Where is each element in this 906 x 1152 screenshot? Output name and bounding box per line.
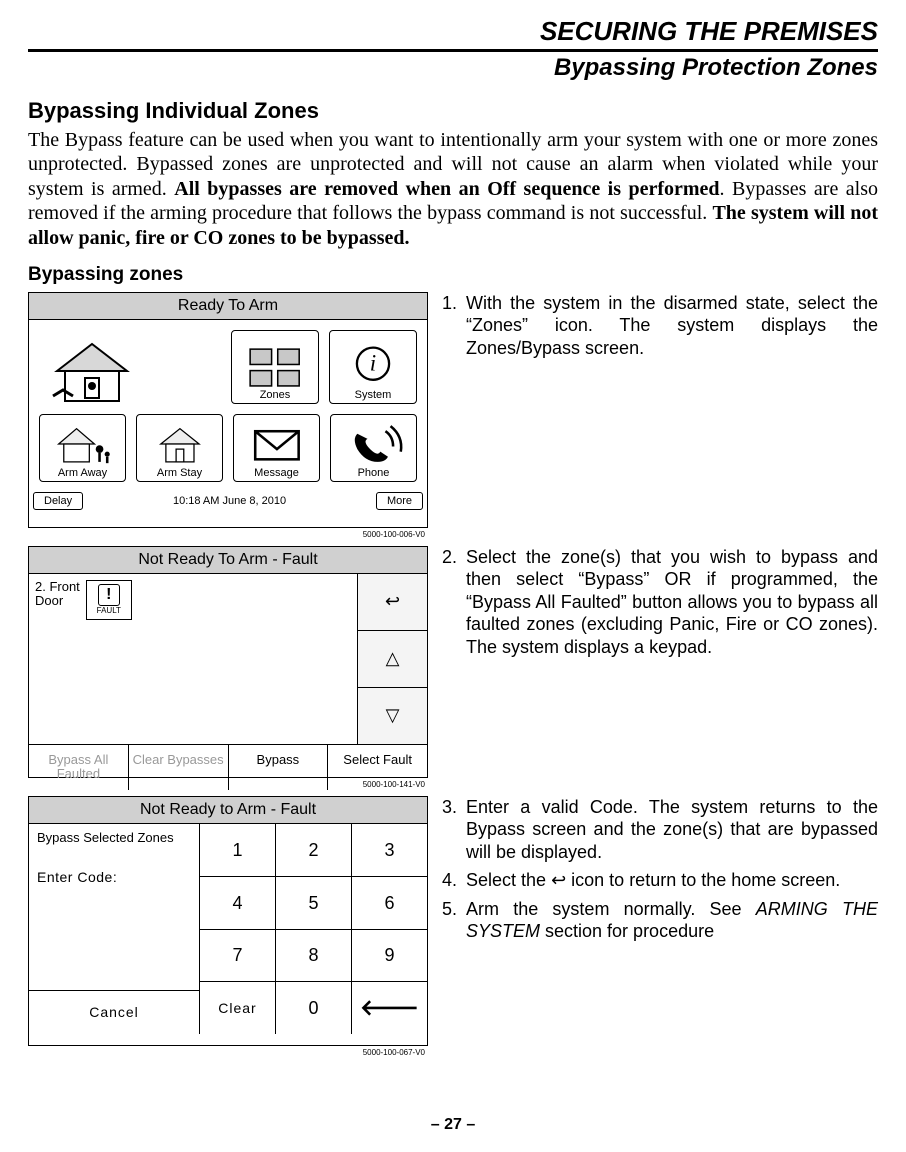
key-7[interactable]: 7 [199, 929, 275, 982]
panel3-title: Not Ready to Arm - Fault [29, 797, 427, 824]
header-rule [28, 49, 878, 52]
bypass-button[interactable]: Bypass [229, 745, 329, 790]
cancel-button[interactable]: Cancel [29, 990, 199, 1034]
panel1-time: 10:18 AM June 8, 2010 [173, 495, 286, 507]
page-header-title: SECURING THE PREMISES [28, 16, 878, 47]
zone-label-line1: 2. Front [35, 580, 80, 594]
return-icon: ↩ [551, 870, 566, 890]
sub-heading: Bypassing zones [28, 264, 878, 286]
key-0[interactable]: 0 [275, 981, 351, 1034]
arm-stay-tile[interactable]: Arm Stay [136, 414, 223, 482]
message-label: Message [254, 467, 299, 479]
key-2[interactable]: 2 [275, 824, 351, 877]
house-icon [47, 336, 137, 404]
system-label: System [355, 389, 392, 401]
step3-body: Enter a valid Code. The system returns t… [466, 796, 878, 864]
intro-paragraph: The Bypass feature can be used when you … [28, 128, 878, 250]
panel1-title: Ready To Arm [29, 293, 427, 320]
scroll-up-button[interactable]: △ [357, 631, 427, 688]
fault-bang-icon: ! [98, 584, 120, 606]
step2-body: Select the zone(s) that you wish to bypa… [466, 546, 878, 659]
page-number: – 27 – [0, 1116, 906, 1134]
message-tile[interactable]: Message [233, 414, 320, 482]
fault-label: FAULT [97, 606, 121, 615]
key-4[interactable]: 4 [199, 876, 275, 929]
arm-stay-label: Arm Stay [157, 467, 202, 479]
panel-ready-to-arm: Ready To Arm Zones i [28, 292, 428, 528]
zones-tile[interactable]: Zones [231, 330, 319, 404]
panel-not-ready-fault: Not Ready To Arm - Fault 2. Front Door !… [28, 546, 428, 778]
page-header-subtitle: Bypassing Protection Zones [28, 54, 878, 82]
delay-button[interactable]: Delay [33, 492, 83, 510]
phone-label: Phone [358, 467, 390, 479]
system-tile[interactable]: i System [329, 330, 417, 404]
more-button[interactable]: More [376, 492, 423, 510]
clear-bypasses-button[interactable]: Clear Bypasses [129, 745, 229, 790]
arrow-left-icon: 🡐 [360, 995, 419, 1021]
intro-bold-1: All bypasses are removed when an Off seq… [174, 178, 719, 200]
arm-away-tile[interactable]: Arm Away [39, 414, 126, 482]
scroll-down-button[interactable]: ▽ [357, 688, 427, 744]
steps-3-5: 3.Enter a valid Code. The system returns… [442, 796, 878, 949]
zones-label: Zones [260, 389, 291, 401]
section-heading: Bypassing Individual Zones [28, 98, 878, 124]
back-button[interactable]: ↩ [357, 574, 427, 631]
panel1-ref: 5000-100-006-V0 [363, 530, 425, 539]
panel2-title: Not Ready To Arm - Fault [29, 547, 427, 574]
key-8[interactable]: 8 [275, 929, 351, 982]
clear-button[interactable]: Clear [199, 981, 275, 1034]
step1-body: With the system in the disarmed state, s… [466, 292, 878, 360]
key-3[interactable]: 3 [351, 824, 427, 877]
zone-label-line2: Door [35, 594, 80, 608]
panel2-ref: 5000-100-141-V0 [363, 780, 425, 789]
key-5[interactable]: 5 [275, 876, 351, 929]
step-1: 1.With the system in the disarmed state,… [442, 292, 878, 366]
panel3-ref: 5000-100-067-V0 [363, 1048, 425, 1057]
back-icon: ↩ [385, 591, 400, 612]
triangle-up-icon: △ [386, 648, 400, 669]
panel-keypad: Not Ready to Arm - Fault Bypass Selected… [28, 796, 428, 1046]
key-9[interactable]: 9 [351, 929, 427, 982]
step-2: 2.Select the zone(s) that you wish to by… [442, 546, 878, 665]
arm-away-label: Arm Away [58, 467, 107, 479]
fault-indicator: ! FAULT [86, 580, 132, 620]
bypass-all-faulted-button[interactable]: Bypass All Faulted [29, 745, 129, 790]
step4-body: Select the ↩ icon to return to the home … [466, 869, 878, 892]
key-1[interactable]: 1 [199, 824, 275, 877]
key-6[interactable]: 6 [351, 876, 427, 929]
enter-code-label: Enter Code: [37, 869, 199, 885]
backspace-button[interactable]: 🡐 [351, 981, 427, 1034]
bypass-selected-zones-label: Bypass Selected Zones [37, 830, 199, 845]
steps-grid: Ready To Arm Zones i [28, 292, 878, 1046]
triangle-down-icon: ▽ [386, 705, 400, 726]
svg-text:i: i [370, 351, 376, 376]
phone-tile[interactable]: Phone [330, 414, 417, 482]
step5-body: Arm the system normally. See ARMING THE … [466, 898, 878, 943]
